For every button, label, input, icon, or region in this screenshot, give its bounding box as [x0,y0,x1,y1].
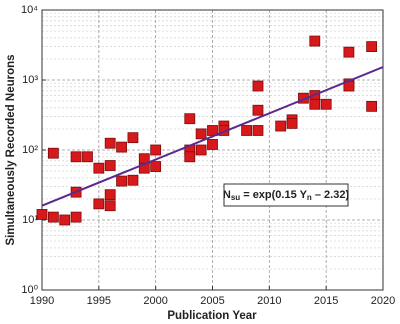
marker [93,198,105,210]
y-tick-label: 10⁴ [21,4,38,16]
x-tick-label: 1990 [30,295,54,307]
marker [195,144,207,156]
x-tick-label: 1995 [87,295,111,307]
marker [184,151,196,163]
marker [127,174,139,186]
marker [104,160,116,171]
x-tick-label: 2015 [314,295,338,307]
marker [252,125,264,136]
x-tick-label: 2020 [371,295,395,307]
marker [47,211,59,223]
marker [104,189,116,201]
marker [241,125,253,136]
marker [116,141,127,153]
annotation-text: Nsu = exp(0.15 Yn – 2.32) [223,189,350,202]
marker [320,98,332,110]
marker [59,214,71,226]
y-tick-label: 10³ [22,74,38,86]
marker [116,175,127,187]
marker [252,104,264,116]
marker [150,161,162,172]
fit-line [41,66,384,207]
x-axis-title: Publication Year [167,310,257,322]
marker [309,35,321,47]
marker [93,162,105,174]
x-tick-label: 2010 [257,295,281,307]
annotation-subscript: su [231,193,240,202]
annotation-subscript: n [307,193,312,202]
marker [70,211,82,223]
y-tick-label: 10⁰ [21,284,38,296]
marker [36,209,48,220]
marker [275,120,287,132]
marker [252,80,264,92]
marker [366,41,378,53]
annotation-box [223,183,349,207]
plot-frame [41,9,384,291]
marker [104,137,116,149]
marker [127,132,139,144]
marker [47,147,59,159]
marker [195,128,207,140]
marker [343,46,355,58]
marker [70,151,82,163]
y-axis-title: Simultaneously Recorded Neurons [5,54,17,245]
marker [366,100,378,112]
marker [309,98,321,110]
marker [104,200,116,212]
marker [150,144,162,156]
marker [184,113,196,125]
annotation-part: – 2.32) [312,189,350,201]
annotation-part: = exp(0.15 Y [240,189,307,201]
annotation-part: N [223,189,231,201]
annotation: Nsu = exp(0.15 Yn – 2.32) [223,183,350,207]
x-tick-label: 2005 [200,295,224,307]
marker [207,139,218,150]
y-tick-label: 10¹ [22,214,38,226]
x-tick-label: 2000 [143,295,167,307]
y-tick-label: 10² [22,144,38,156]
marker [286,117,298,129]
marker [82,151,93,163]
